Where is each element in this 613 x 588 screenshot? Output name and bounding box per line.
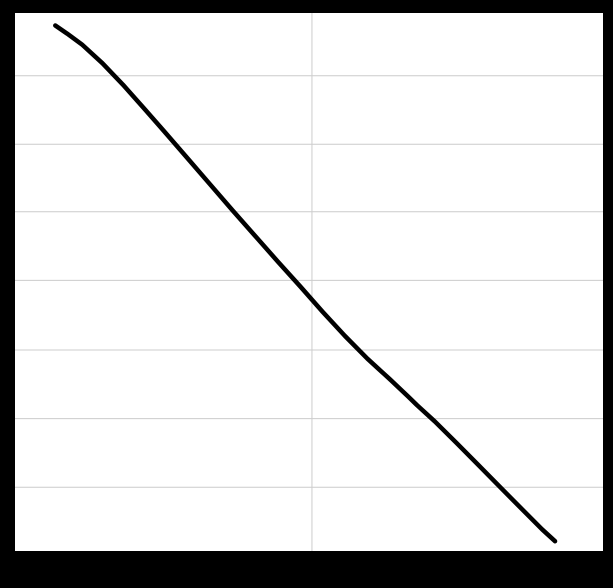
chart-container	[0, 0, 613, 588]
line-chart	[0, 0, 613, 588]
